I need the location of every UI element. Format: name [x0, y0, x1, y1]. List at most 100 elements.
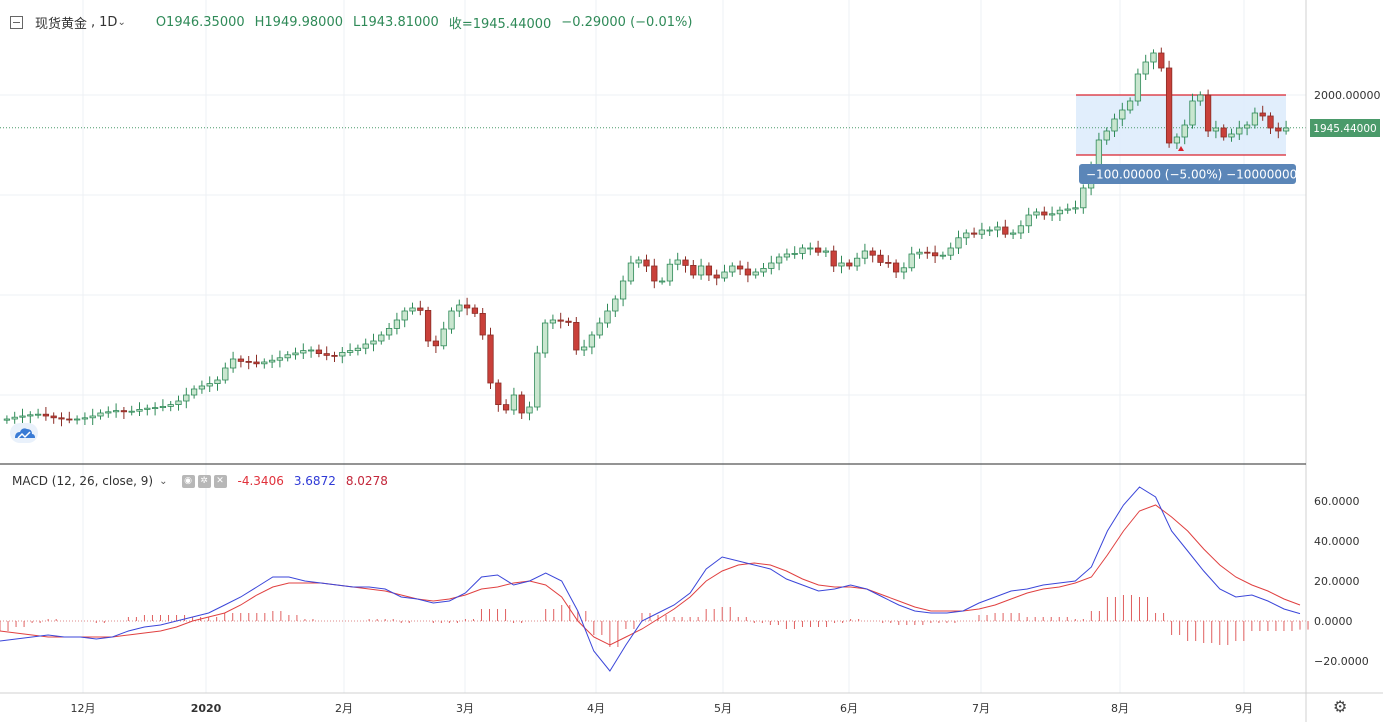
candle — [1142, 54, 1149, 80]
candle — [1228, 128, 1235, 142]
interval-label[interactable]: 1D — [99, 14, 118, 30]
symbol-header[interactable]: 现货黄金 , 1D ⌄ O1946.35000 H1949.98000 L194… — [10, 12, 702, 32]
settings-icon[interactable]: ✲ — [197, 474, 211, 488]
candle — [939, 251, 947, 260]
open-value: O1946.35000 — [155, 14, 245, 30]
chevron-down-icon[interactable]: ⌄ — [117, 16, 126, 28]
candle — [721, 264, 728, 282]
change-value: −0.29000 (−0.01%) — [561, 14, 693, 30]
candle — [229, 351, 237, 373]
time-axis[interactable]: 12月 2020 2月 3月 4月 5月 6月 7月 8月 9月 — [71, 702, 1254, 715]
candle — [112, 403, 120, 418]
candle — [877, 249, 884, 266]
candle — [151, 402, 159, 416]
candle — [1002, 219, 1009, 238]
candle — [651, 258, 658, 289]
candle — [799, 244, 806, 260]
candle — [830, 245, 837, 272]
candle — [1282, 120, 1290, 135]
candle — [417, 300, 424, 316]
candle — [986, 226, 993, 236]
candle — [1189, 93, 1196, 129]
candle — [666, 258, 674, 286]
candles — [3, 47, 1290, 427]
candle — [432, 335, 440, 353]
candle — [635, 256, 642, 268]
candle — [1017, 220, 1025, 239]
candle — [1236, 120, 1243, 140]
candle — [292, 347, 299, 360]
gear-icon[interactable]: ⚙ — [1333, 697, 1348, 716]
cloud-logo-icon[interactable] — [10, 423, 38, 443]
candle — [674, 252, 681, 271]
candle — [846, 259, 853, 270]
candle — [253, 354, 260, 368]
candle — [1197, 91, 1204, 106]
candle — [479, 308, 486, 340]
candle — [1056, 206, 1064, 221]
candle — [1119, 102, 1126, 127]
candle — [58, 412, 65, 427]
chevron-down-icon[interactable]: ⌄ — [159, 475, 168, 487]
candle — [105, 406, 112, 418]
candle — [588, 331, 596, 355]
candle — [518, 391, 525, 419]
eye-icon[interactable]: ◉ — [181, 474, 195, 488]
candle — [120, 407, 128, 419]
candle — [440, 321, 447, 350]
last-price-tag: 1945.44000 — [1310, 119, 1380, 137]
candle — [760, 263, 767, 277]
candle — [1275, 122, 1282, 139]
candle — [268, 354, 276, 368]
time-tick-label: 3月 — [456, 702, 474, 715]
candle — [955, 230, 962, 254]
macd-tick-label: 40.0000 — [1314, 535, 1360, 548]
macd-header[interactable]: MACD (12, 26, close, 9) ⌄ ◉ ✲ ✕ -4.3406 … — [12, 472, 388, 490]
candle — [190, 385, 198, 399]
candle — [97, 409, 104, 420]
candle — [1150, 49, 1157, 70]
candle — [619, 275, 627, 307]
candle — [510, 387, 518, 415]
candle — [3, 415, 11, 424]
time-tick-label: 12月 — [71, 702, 96, 715]
symbol-separator: , — [91, 14, 96, 30]
time-tick-label: 4月 — [587, 702, 605, 715]
candle — [736, 260, 744, 275]
time-tick-label: 2020 — [191, 702, 222, 715]
candle — [393, 312, 401, 335]
candle — [81, 412, 89, 425]
candle — [580, 339, 588, 356]
candle — [175, 395, 182, 411]
price-axis[interactable]: 2000.00000 60.0000 40.0000 20.0000 0.0000 −20… — [1314, 89, 1380, 668]
macd-title[interactable]: MACD (12, 26, close, 9) — [12, 474, 154, 488]
candle — [370, 333, 377, 352]
symbol-name[interactable]: 现货黄金 — [35, 16, 88, 32]
candle — [89, 408, 96, 425]
candle — [1080, 184, 1087, 214]
candle — [807, 242, 814, 256]
candle — [73, 415, 81, 425]
macd-line — [0, 486, 1301, 672]
candle — [900, 262, 908, 280]
candle — [261, 358, 268, 369]
candle — [1204, 89, 1212, 137]
candle — [534, 345, 541, 411]
candle — [892, 259, 900, 278]
candle — [463, 297, 471, 316]
collapse-icon[interactable] — [10, 15, 23, 29]
candle — [136, 402, 143, 416]
macd-tick-label: 20.0000 — [1314, 575, 1360, 588]
candle — [1009, 229, 1017, 239]
candle — [315, 344, 323, 358]
candle — [323, 346, 330, 361]
candle — [963, 229, 970, 245]
close-icon[interactable]: ✕ — [213, 474, 227, 488]
candle — [1173, 133, 1181, 149]
candle — [705, 262, 713, 281]
candle — [573, 317, 580, 355]
candle — [1064, 203, 1071, 214]
candle — [541, 319, 549, 358]
candle — [1267, 112, 1274, 134]
